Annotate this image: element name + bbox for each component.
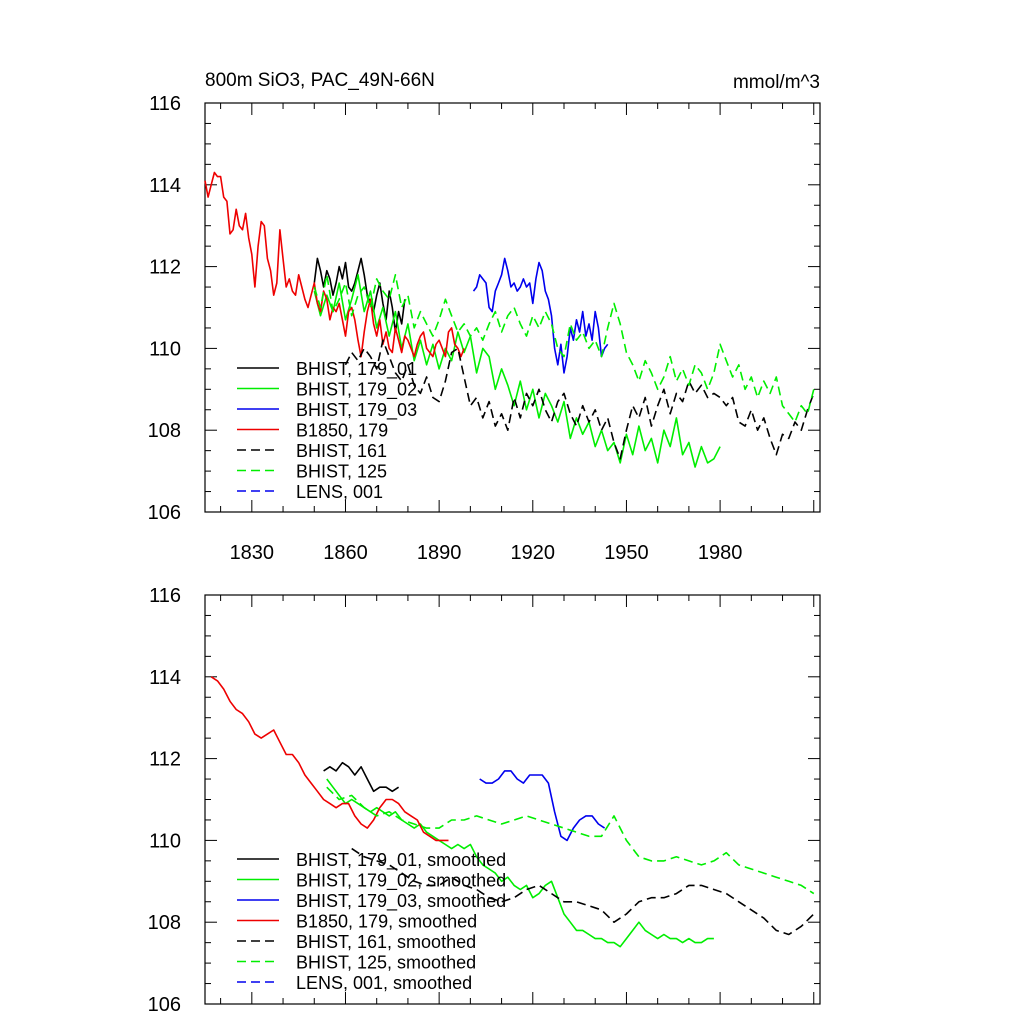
y-tick-label: 114 <box>149 175 181 197</box>
x-tick-label: 1830 <box>230 542 275 564</box>
bottom-panel: 106 108 110 112 114 116 BHIST, 179_01, smoothe… <box>148 585 821 1016</box>
y-tick-label: 106 <box>148 502 181 524</box>
y-tick-label: 110 <box>149 830 181 852</box>
x-tick-label: 1980 <box>698 542 743 564</box>
x-tick-label: 1860 <box>323 542 368 564</box>
legend-label: BHIST, 179_02 <box>296 380 417 401</box>
series-line: BHIST, 161, smoothed <box>351 847 815 936</box>
top-panel: 800m SiO3, PAC_49N-66N mmol/m^3 106 108 11… <box>148 70 821 564</box>
x-tick-label: 1950 <box>604 542 649 564</box>
y-tick-label: 108 <box>148 912 181 934</box>
legend-label: BHIST, 179_02, smoothed <box>296 871 506 892</box>
y-tick-label: 112 <box>149 749 181 771</box>
series-line: BHIST, 179_03, smoothed <box>479 770 606 842</box>
y-tick-label: 112 <box>149 257 181 279</box>
series-line: B1850, 179 <box>204 171 465 358</box>
y-tick-label: 110 <box>149 338 181 360</box>
legend-label: B1850, 179 <box>296 421 388 441</box>
legend-label: BHIST, 125 <box>296 462 387 482</box>
series-line: BHIST, 179_01, smoothed <box>323 761 400 793</box>
legend-label: LENS, 001, smoothed <box>296 973 472 993</box>
series-line: BHIST, 161 <box>344 339 815 460</box>
top-panel-title: 800m SiO3, PAC_49N-66N <box>205 70 435 91</box>
series-line: BHIST, 179_01 <box>313 257 406 333</box>
legend-label: LENS, 001 <box>296 482 383 502</box>
series-line: BHIST, 125 <box>313 273 815 423</box>
series-line: BHIST, 179_02, smoothed <box>326 778 714 948</box>
legend-label: BHIST, 125, smoothed <box>296 953 476 973</box>
legend-label: BHIST, 179_01 <box>296 359 417 380</box>
y-tick-label: 106 <box>148 994 181 1016</box>
legend-label: BHIST, 179_01, smoothed <box>296 850 506 871</box>
y-tick-label: 114 <box>149 667 181 689</box>
legend-label: BHIST, 161, smoothed <box>296 932 476 952</box>
x-tick-label: 1920 <box>511 542 556 564</box>
series-line: B1850, 179, smoothed <box>210 676 449 842</box>
series-line: BHIST, 179_02 <box>313 273 721 468</box>
series-line: BHIST, 125, smoothed <box>326 786 815 895</box>
units-label: mmol/m^3 <box>733 72 820 93</box>
legend-label: B1850, 179, smoothed <box>296 912 477 932</box>
y-tick-label: 116 <box>149 93 181 115</box>
y-tick-label: 116 <box>149 585 181 607</box>
legend-label: BHIST, 161 <box>296 441 387 461</box>
series-line: BHIST, 179_03 <box>472 257 609 374</box>
x-tick-label: 1890 <box>417 542 462 564</box>
legend-label: BHIST, 179_03, smoothed <box>296 891 506 912</box>
legend-label: BHIST, 179_03 <box>296 400 417 421</box>
y-tick-label: 108 <box>148 420 181 442</box>
